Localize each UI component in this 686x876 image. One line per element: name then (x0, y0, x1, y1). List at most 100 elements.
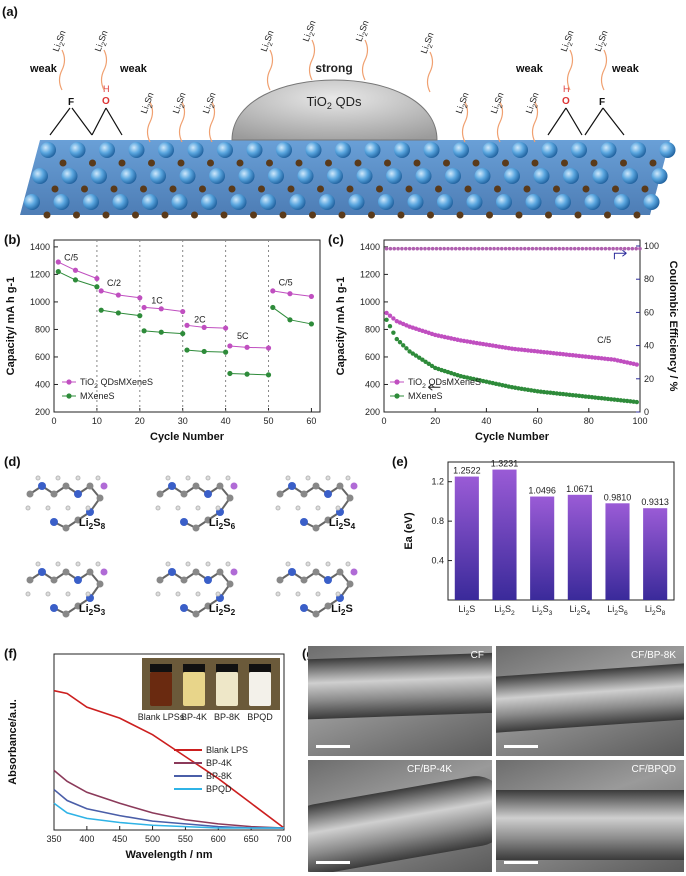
data-point (615, 397, 620, 403)
data-point (599, 396, 604, 401)
x-tick-label: 100 (632, 416, 647, 426)
x-tick-label: 650 (244, 834, 259, 844)
c-atom (317, 185, 324, 193)
ce-point (453, 246, 458, 251)
c-atom (110, 185, 118, 193)
c-atom (236, 159, 244, 167)
data-point (583, 354, 588, 359)
c-atom (258, 185, 265, 193)
atom (62, 610, 70, 618)
series-line (272, 290, 291, 295)
ce-point (415, 246, 420, 251)
ti-atom (142, 194, 158, 210)
y-tick-label: 1200 (30, 269, 50, 279)
li-atom (100, 568, 108, 576)
data-point (612, 397, 617, 402)
molecule-label: Li2S4 (329, 517, 356, 531)
h-atom (55, 561, 61, 567)
y2-tick-label: 100 (644, 241, 659, 251)
ce-point (603, 246, 608, 251)
ce-point (492, 246, 496, 251)
ti-atom (600, 142, 617, 158)
y-tick-label: 0.8 (431, 516, 444, 526)
sem-cf-bpqd: CF/BPQD (496, 760, 684, 872)
data-point (551, 390, 556, 396)
x-tick-label: Li2S2 (494, 604, 515, 617)
data-point (223, 325, 229, 331)
chain-bond (208, 101, 216, 143)
ce-point (515, 246, 519, 251)
chain-bond (461, 101, 469, 143)
c-atom (191, 211, 198, 219)
data-point (180, 308, 186, 315)
c-atom (161, 211, 169, 219)
series-line (229, 345, 248, 348)
atom (300, 518, 308, 526)
atom (324, 576, 332, 584)
x-axis-label: Cycle Number (475, 431, 550, 443)
li2sn-label: Li2Sn (419, 31, 439, 56)
ti-atom (525, 194, 542, 210)
y-tick-label: 1000 (30, 297, 50, 307)
x-tick-label: Li2S4 (570, 604, 591, 617)
li2sn-label: Li2Sn (559, 29, 579, 54)
vial-cap (183, 664, 205, 672)
data-point (548, 350, 553, 356)
y-tick-label: 1400 (360, 242, 380, 252)
data-point (519, 347, 524, 352)
li2sn-label: Li2Sn (259, 29, 279, 54)
ce-point (592, 246, 596, 251)
x-tick-label: 10 (92, 416, 102, 426)
ti-atom (112, 194, 129, 210)
atom (180, 604, 188, 612)
data-point (115, 292, 121, 298)
data-point (72, 277, 79, 283)
ce-point (457, 246, 462, 251)
c-atom (102, 211, 110, 219)
bar-value-label: 1.2522 (453, 466, 481, 476)
vial-label: BP-4K (181, 712, 207, 722)
h-atom (325, 475, 331, 481)
ce-point (638, 246, 642, 251)
data-point (631, 399, 636, 404)
legend-label: TiO2 QDsMXeneS (408, 377, 481, 390)
x-tick-label: 40 (221, 416, 231, 426)
series-line (58, 261, 76, 271)
series-line (289, 293, 312, 297)
ce-point (450, 246, 454, 251)
series-line (247, 346, 269, 349)
data-point (244, 371, 250, 377)
data-point (580, 393, 585, 399)
data-point (609, 397, 614, 402)
x-tick-label: 20 (430, 416, 440, 426)
x-tick-label: Li2S (458, 604, 475, 617)
data-point (265, 345, 272, 351)
atom-lattice (24, 142, 676, 219)
atom (216, 482, 224, 490)
x-tick-label: 0 (381, 416, 386, 426)
ti-atom (69, 142, 86, 158)
series-line (58, 271, 76, 281)
data-point (522, 347, 527, 353)
series-line (144, 330, 162, 333)
data-point (384, 310, 389, 316)
ce-point (434, 246, 439, 251)
series-line (75, 269, 98, 279)
y-tick-label: 600 (35, 352, 50, 362)
panel-label-f: (f) (4, 646, 17, 661)
h-atom (205, 561, 211, 567)
data-point (593, 355, 598, 360)
y-tick-label: 0.4 (431, 556, 444, 566)
x-tick-label: 400 (79, 834, 94, 844)
ce-point (473, 246, 477, 251)
ce-point (442, 246, 446, 251)
c-atom (494, 185, 501, 193)
li2sn-label: Li2Sn (593, 29, 613, 54)
x-tick-label: 20 (135, 416, 145, 426)
chain-bond (266, 49, 274, 91)
li2sn-label: Li2Sn (354, 19, 374, 44)
data-point (628, 399, 633, 404)
y2-tick-label: 80 (644, 274, 654, 284)
data-point (287, 317, 293, 323)
